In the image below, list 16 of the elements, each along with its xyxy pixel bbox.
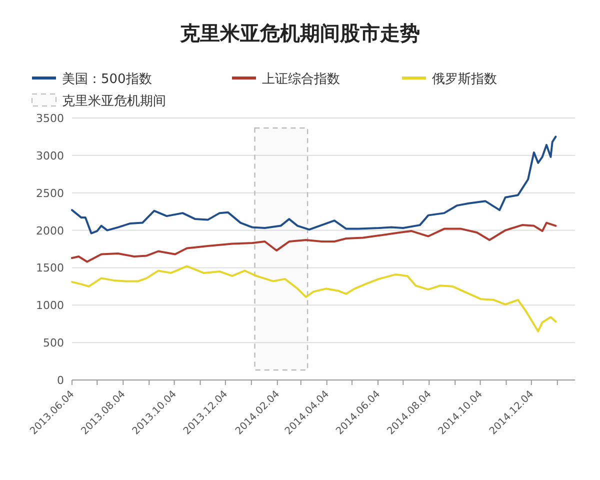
- y-tick-label: 3000: [36, 149, 64, 162]
- legend-label: 美国：500指数: [62, 71, 152, 87]
- legend-label: 克里米亚危机期间: [62, 94, 166, 109]
- legend-label: 上证综合指数: [262, 72, 340, 87]
- line-series: [71, 222, 557, 263]
- line-series: [71, 265, 557, 332]
- y-tick-label: 0: [57, 374, 64, 387]
- y-tick-label: 2500: [36, 186, 64, 200]
- y-tick-label: 3500: [36, 112, 64, 125]
- y-tick-label: 500: [43, 336, 64, 350]
- y-tick-label: 1000: [36, 299, 64, 312]
- legend-label: 俄罗斯指数: [432, 72, 497, 87]
- y-tick-label: 1500: [36, 262, 64, 275]
- y-tick-label: 2000: [36, 224, 64, 238]
- line-series: [71, 136, 557, 234]
- chart-title: 克里米亚危机期间股市走势: [179, 21, 420, 45]
